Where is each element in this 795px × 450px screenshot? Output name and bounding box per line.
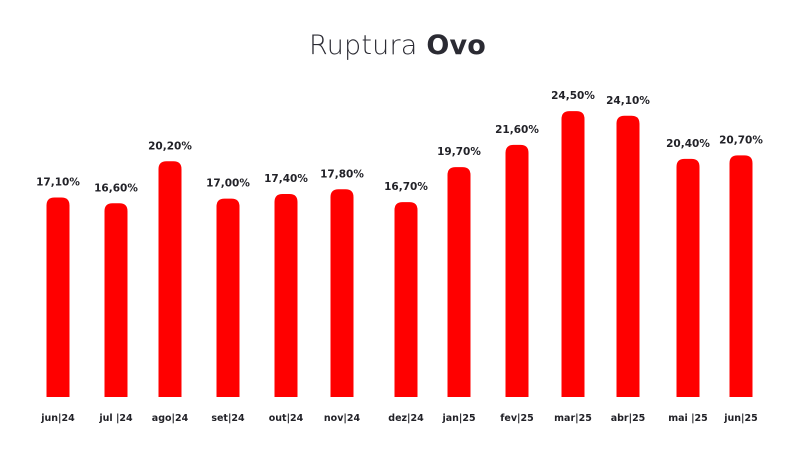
value-label-12: 20,70% — [719, 134, 763, 146]
chart-title-bold: Ovo — [426, 30, 487, 61]
value-label-0: 17,10% — [36, 176, 80, 188]
bar-1 — [104, 203, 128, 397]
x-tick-label-9: mar|25 — [554, 413, 592, 424]
value-label-5: 17,80% — [320, 168, 364, 180]
bar-11 — [676, 158, 700, 397]
bar-7 — [447, 167, 471, 397]
value-label-8: 21,60% — [495, 124, 539, 136]
value-label-7: 19,70% — [437, 146, 481, 158]
x-tick-label-12: jun|25 — [723, 413, 757, 424]
bar-0 — [46, 197, 70, 397]
chart-title-light: Ruptura — [308, 30, 418, 61]
value-label-11: 20,40% — [666, 138, 710, 150]
x-tick-label-5: nov|24 — [324, 413, 361, 424]
bar-9 — [561, 111, 585, 398]
x-tick-label-2: ago|24 — [152, 413, 189, 424]
x-tick-label-1: jul |24 — [98, 413, 133, 424]
x-tick-label-4: out|24 — [269, 413, 304, 424]
x-tick-label-10: abr|25 — [611, 413, 646, 424]
value-label-6: 16,70% — [384, 181, 428, 193]
value-label-1: 16,60% — [94, 182, 138, 194]
value-label-3: 17,00% — [206, 178, 250, 190]
bar-3 — [216, 198, 240, 397]
bar-8 — [505, 144, 529, 397]
x-tick-label-11: mai |25 — [668, 413, 708, 424]
x-tick-label-6: dez|24 — [388, 413, 424, 424]
value-label-9: 24,50% — [551, 90, 595, 102]
bar-4 — [274, 193, 298, 397]
x-tick-label-8: fev|25 — [500, 413, 533, 424]
value-label-10: 24,10% — [606, 95, 650, 107]
chart-title: Ruptura Ovo — [0, 30, 795, 61]
x-tick-label-3: set|24 — [211, 413, 245, 424]
bar-12 — [729, 155, 753, 397]
bar-10 — [616, 115, 640, 398]
value-label-2: 20,20% — [148, 140, 192, 152]
x-tick-label-7: jan|25 — [441, 413, 475, 424]
bar-5 — [330, 189, 354, 397]
bar-2 — [158, 161, 182, 397]
value-label-4: 17,40% — [264, 173, 308, 185]
x-tick-label-0: jun|24 — [40, 413, 75, 424]
bar-6 — [394, 202, 418, 397]
